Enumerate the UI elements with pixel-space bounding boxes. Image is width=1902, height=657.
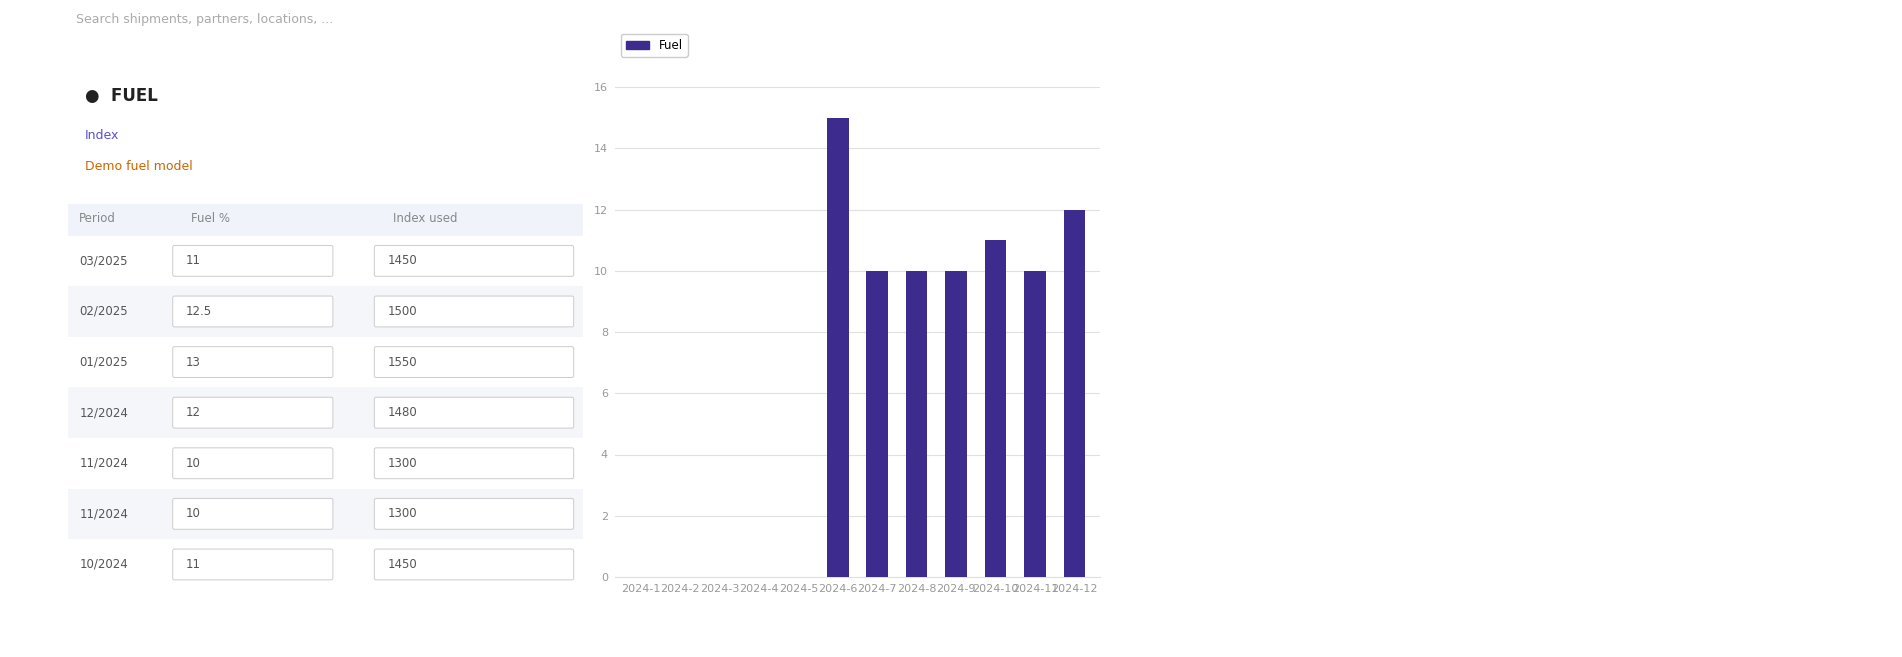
FancyBboxPatch shape xyxy=(173,296,333,327)
Text: 10/2024: 10/2024 xyxy=(80,558,127,571)
Bar xyxy=(905,271,928,577)
Text: 12: 12 xyxy=(186,406,200,419)
FancyBboxPatch shape xyxy=(173,549,333,580)
FancyBboxPatch shape xyxy=(375,448,574,479)
Bar xyxy=(68,204,584,236)
FancyBboxPatch shape xyxy=(375,549,574,580)
FancyBboxPatch shape xyxy=(173,246,333,277)
Text: Index: Index xyxy=(86,129,120,142)
Bar xyxy=(867,271,888,577)
Text: Fuel %: Fuel % xyxy=(192,212,230,225)
Text: 13: 13 xyxy=(186,355,200,369)
Text: 10: 10 xyxy=(186,457,200,470)
Text: 11: 11 xyxy=(186,558,200,571)
Text: 03/2025: 03/2025 xyxy=(80,254,127,267)
Bar xyxy=(827,118,848,577)
FancyBboxPatch shape xyxy=(173,448,333,479)
Bar xyxy=(68,489,584,539)
FancyBboxPatch shape xyxy=(375,499,574,530)
Text: 1480: 1480 xyxy=(388,406,417,419)
Text: 1450: 1450 xyxy=(388,254,417,267)
Text: Demo fuel model: Demo fuel model xyxy=(86,160,192,173)
Text: 02/2025: 02/2025 xyxy=(80,305,127,318)
FancyBboxPatch shape xyxy=(375,397,574,428)
Text: 01/2025: 01/2025 xyxy=(80,355,127,369)
FancyBboxPatch shape xyxy=(173,347,333,378)
Text: 1500: 1500 xyxy=(388,305,417,318)
Text: 11/2024: 11/2024 xyxy=(80,457,127,470)
Bar xyxy=(985,240,1006,577)
Text: 12/2024: 12/2024 xyxy=(80,406,127,419)
FancyBboxPatch shape xyxy=(375,296,574,327)
Text: 10: 10 xyxy=(186,507,200,520)
Text: 1450: 1450 xyxy=(388,558,417,571)
FancyBboxPatch shape xyxy=(173,397,333,428)
Text: 1300: 1300 xyxy=(388,507,417,520)
Text: 11/2024: 11/2024 xyxy=(80,507,127,520)
Text: Period: Period xyxy=(80,212,116,225)
Text: 1300: 1300 xyxy=(388,457,417,470)
Bar xyxy=(1063,210,1086,577)
Bar xyxy=(1023,271,1046,577)
Text: 11: 11 xyxy=(186,254,200,267)
FancyBboxPatch shape xyxy=(375,347,574,378)
FancyBboxPatch shape xyxy=(375,246,574,277)
Text: 1550: 1550 xyxy=(388,355,417,369)
FancyBboxPatch shape xyxy=(173,499,333,530)
Bar xyxy=(945,271,966,577)
Legend: Fuel: Fuel xyxy=(620,34,687,57)
Text: 12.5: 12.5 xyxy=(186,305,211,318)
Text: Search shipments, partners, locations, ...: Search shipments, partners, locations, .… xyxy=(76,14,333,26)
Bar xyxy=(68,286,584,337)
Text: ●  FUEL: ● FUEL xyxy=(86,87,158,104)
Text: Index used: Index used xyxy=(394,212,456,225)
Bar xyxy=(68,388,584,438)
